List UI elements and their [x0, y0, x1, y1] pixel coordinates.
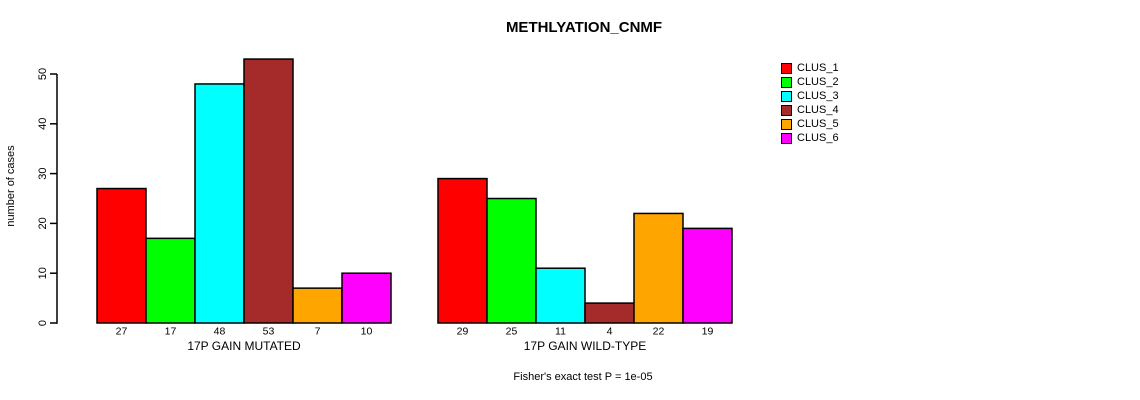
bar-value-label: 4	[607, 326, 613, 338]
legend-label: CLUS_6	[797, 132, 839, 144]
legend-item-clus_1: CLUS_1	[781, 63, 839, 74]
bar-clus_6-group2	[682, 227, 733, 324]
legend-item-clus_6: CLUS_6	[781, 133, 839, 144]
legend-color-swatch	[781, 91, 792, 102]
x-group-label-mutated: 17P GAIN MUTATED	[187, 339, 301, 353]
bar-value-label: 48	[214, 326, 226, 338]
legend-item-clus_3: CLUS_3	[781, 91, 839, 102]
legend-color-swatch	[781, 105, 792, 116]
bar-value-label: 17	[165, 326, 177, 338]
legend-label: CLUS_1	[797, 62, 839, 74]
x-group-label-wild-type: 17P GAIN WILD-TYPE	[523, 339, 647, 353]
bar-clus_6-group1	[341, 272, 392, 324]
y-tick-label: 10	[37, 267, 49, 279]
legend-color-swatch	[781, 77, 792, 88]
bar-clus_3-group2	[535, 267, 586, 324]
y-tick-label: 50	[37, 68, 49, 80]
bar-clus_4-group1	[243, 58, 294, 324]
legend: CLUS_1 CLUS_2 CLUS_3 CLUS_4 CLUS_5 CLUS_6	[781, 63, 839, 147]
y-tick-label: 40	[37, 118, 49, 130]
bar-clus_3-group1	[194, 83, 245, 324]
bar-value-label: 22	[653, 326, 665, 338]
legend-label: CLUS_5	[797, 118, 839, 130]
chart-title: METHLYATION_CNMF	[505, 19, 663, 36]
legend-item-clus_4: CLUS_4	[781, 105, 839, 116]
legend-label: CLUS_3	[797, 90, 839, 102]
bar-clus_2-group1	[145, 237, 196, 324]
bar-clus_4-group2	[584, 302, 635, 324]
bar-clus_2-group2	[486, 197, 537, 324]
bar-clus_1-group1	[96, 187, 147, 324]
legend-label: CLUS_2	[797, 76, 839, 88]
y-axis-title: number of cases	[5, 145, 17, 227]
legend-color-swatch	[781, 119, 792, 130]
legend-item-clus_2: CLUS_2	[781, 77, 839, 88]
legend-color-swatch	[781, 63, 792, 74]
y-tick-label: 20	[37, 217, 49, 229]
legend-item-clus_5: CLUS_5	[781, 119, 839, 130]
bar-value-label: 10	[361, 326, 373, 338]
bar-value-label: 25	[506, 326, 518, 338]
y-tick-label: 30	[37, 167, 49, 179]
bar-clus_1-group2	[437, 177, 488, 324]
bar-value-label: 27	[116, 326, 128, 338]
bar-value-label: 7	[315, 326, 321, 338]
bar-value-label: 19	[702, 326, 714, 338]
bar-clus_5-group1	[292, 287, 343, 324]
y-tick-label: 0	[37, 320, 49, 326]
bar-value-label: 11	[555, 326, 566, 338]
bar-clus_5-group2	[633, 212, 684, 324]
bar-value-label: 53	[263, 326, 275, 338]
legend-label: CLUS_4	[797, 104, 839, 116]
legend-color-swatch	[781, 133, 792, 144]
fisher-test-annotation: Fisher's exact test P = 1e-05	[513, 371, 653, 383]
bar-value-label: 29	[457, 326, 469, 338]
